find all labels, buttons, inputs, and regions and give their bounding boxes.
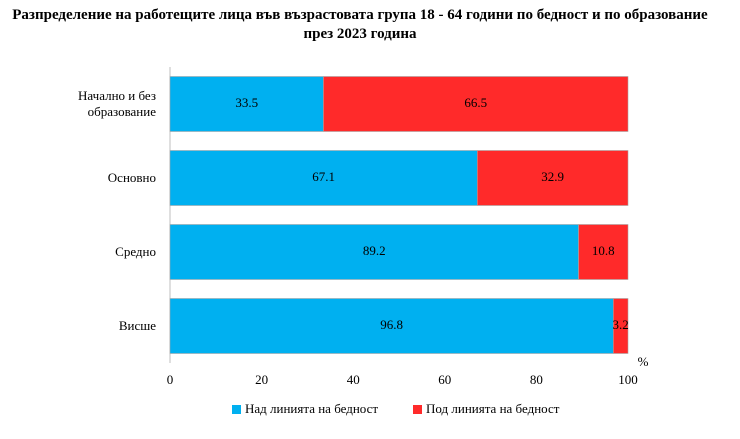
legend-label: Под линията на бедност [426,401,560,416]
data-label: 33.5 [235,95,258,110]
legend-swatch [413,405,422,414]
x-tick-label: 40 [347,372,360,387]
data-label: 67.1 [312,169,335,184]
x-tick-label: 60 [438,372,451,387]
y-tick-label: Висше [118,318,156,333]
bar [578,224,629,280]
bar [169,150,478,206]
x-axis-label: % [638,354,649,369]
legend-swatch [232,405,241,414]
data-label: 89.2 [363,243,386,258]
data-label: 96.8 [380,317,403,332]
bar [323,76,629,132]
y-tick-label: Основно [107,170,156,185]
legend-label: Над линията на бедност [245,401,378,416]
y-tick-label: Средно [115,244,156,259]
x-tick-label: 0 [167,372,174,387]
x-tick-label: 80 [530,372,543,387]
bar [613,298,629,354]
data-label: 3.2 [613,317,629,332]
chart-title: Разпределение на работещите лица във въз… [12,7,708,42]
data-label: 10.8 [592,243,615,258]
data-label: 66.5 [464,95,487,110]
bar [477,150,629,206]
bar [169,298,614,354]
y-tick-label: Начално и без образование [78,88,156,119]
x-tick-label: 100 [618,372,638,387]
x-tick-label: 20 [255,372,268,387]
bar [169,224,579,280]
data-label: 32.9 [541,169,564,184]
bar [169,76,324,132]
